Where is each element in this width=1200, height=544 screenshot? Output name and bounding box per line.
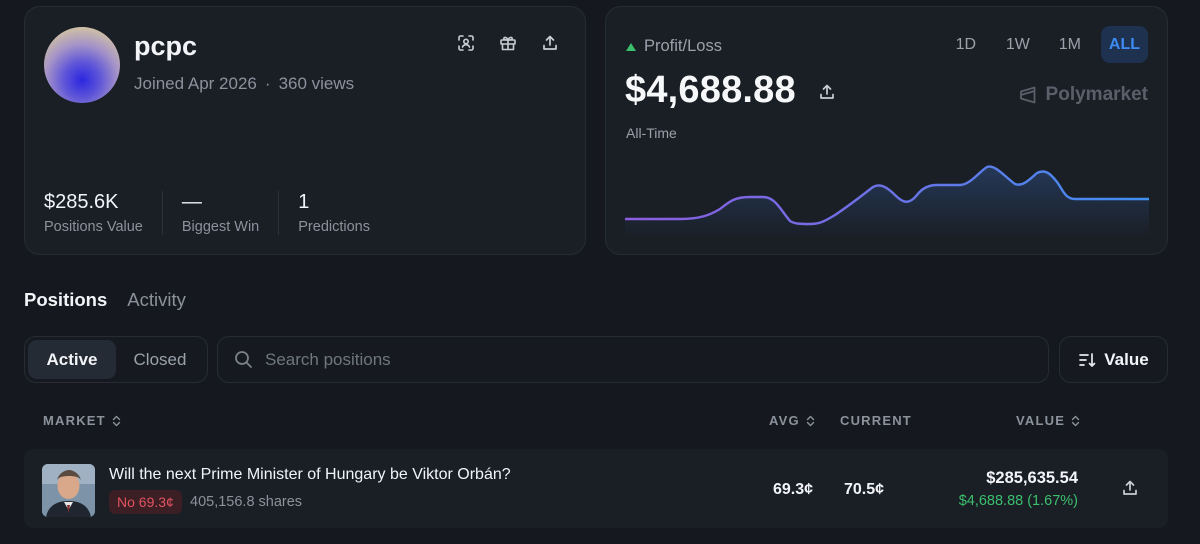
- share-icon[interactable]: [541, 34, 559, 52]
- username: pcpc: [134, 31, 198, 61]
- pnl-period: All-Time: [626, 125, 677, 141]
- timeframe-all[interactable]: ALL: [1100, 26, 1148, 63]
- timeframe-1w[interactable]: 1W: [1005, 35, 1030, 53]
- header-market-label: MARKET: [43, 413, 106, 428]
- trend-up-icon: [626, 42, 636, 51]
- search-box: [217, 336, 1049, 383]
- sort-toggle-icon: [806, 415, 815, 426]
- table-row[interactable]: Will the next Prime Minister of Hungary …: [24, 449, 1168, 528]
- stat-label: Predictions: [298, 219, 370, 235]
- share-count: 405,156.8 shares: [190, 494, 303, 510]
- pnl-label: Profit/Loss: [644, 37, 722, 55]
- sort-value-button[interactable]: Value: [1059, 336, 1168, 383]
- sort-toggle-icon: [112, 415, 121, 426]
- search-icon: [235, 351, 252, 368]
- meta-separator: ·: [264, 74, 271, 93]
- profile-stats: $285.6K Positions Value — Biggest Win 1 …: [44, 191, 408, 235]
- share-icon[interactable]: [818, 83, 836, 101]
- current-price: 70.5¢: [844, 481, 885, 498]
- view-count: 360 views: [278, 74, 355, 93]
- polymarket-logo-icon: [1019, 86, 1035, 104]
- sort-toggle-icon: [1071, 415, 1080, 426]
- header-value-label: VALUE: [1016, 413, 1066, 428]
- profile-actions: [457, 34, 559, 52]
- polymarket-brand: Polymarket: [1018, 84, 1148, 106]
- search-input[interactable]: [265, 349, 965, 370]
- header-market[interactable]: MARKET: [43, 413, 122, 428]
- portrait-image: [42, 464, 95, 517]
- avg-price: 69.3¢: [773, 481, 814, 498]
- pnl-value: $4,688.88: [625, 69, 796, 111]
- timeframe-1d[interactable]: 1D: [955, 35, 977, 53]
- market-image: [42, 464, 95, 517]
- stat-biggest-win: — Biggest Win: [181, 191, 280, 235]
- header-avg-label: AVG: [769, 413, 800, 428]
- main-tabs: Positions Activity: [24, 289, 186, 311]
- position-value: $285,635.54 $4,688.88 (1.67%): [959, 469, 1078, 509]
- header-avg[interactable]: AVG: [769, 413, 816, 428]
- avatar[interactable]: [44, 27, 120, 103]
- value-amount: $285,635.54: [986, 469, 1078, 487]
- scan-icon[interactable]: [457, 34, 475, 52]
- tab-activity[interactable]: Activity: [127, 289, 186, 310]
- pnl-area: [625, 166, 1149, 237]
- tab-positions[interactable]: Positions: [24, 289, 108, 310]
- stat-label: Biggest Win: [181, 219, 260, 235]
- timeframe-1m[interactable]: 1M: [1058, 35, 1081, 53]
- stat-value: —: [181, 191, 202, 213]
- pnl-chart: [625, 165, 1149, 237]
- pnl-line: [625, 165, 1149, 226]
- timeframe-tabs: 1D 1W 1M ALL: [945, 26, 1148, 63]
- closed-filter-button[interactable]: Closed: [133, 349, 187, 369]
- brand-name: Polymarket: [1045, 84, 1148, 105]
- header-current-label: CURRENT: [840, 413, 912, 428]
- pnl-card: Profit/Loss $4,688.88 All-Time 1D 1W 1M …: [605, 6, 1168, 255]
- outcome-badge: No 69.3¢: [109, 490, 182, 514]
- header-current: CURRENT: [840, 413, 912, 428]
- status-toggle: Active Closed: [24, 336, 208, 383]
- value-pnl: $4,688.88 (1.67%): [958, 493, 1078, 509]
- stat-positions-value: $285.6K Positions Value: [44, 191, 163, 235]
- sort-icon: [1079, 352, 1096, 367]
- share-icon[interactable]: [1121, 479, 1139, 497]
- stat-value: 1: [298, 191, 310, 213]
- stat-label: Positions Value: [44, 219, 143, 235]
- profile-card: pcpc Joined Apr 2026 · 360 views $285: [24, 6, 586, 255]
- stat-predictions: 1 Predictions: [298, 191, 389, 235]
- sort-label: Value: [1104, 349, 1149, 369]
- stat-value: $285.6K: [44, 191, 119, 213]
- header-value[interactable]: VALUE: [1016, 413, 1081, 428]
- market-question[interactable]: Will the next Prime Minister of Hungary …: [109, 466, 511, 483]
- profile-meta: Joined Apr 2026 · 360 views: [134, 74, 354, 94]
- gift-icon[interactable]: [499, 34, 517, 52]
- pnl-header: Profit/Loss: [626, 37, 722, 56]
- active-filter-button[interactable]: Active: [28, 340, 116, 379]
- joined-date: Joined Apr 2026: [134, 74, 257, 93]
